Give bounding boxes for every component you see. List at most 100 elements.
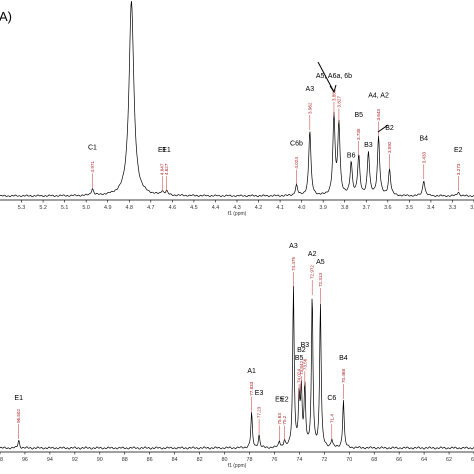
peak-assignment-label: E1	[162, 147, 171, 154]
panel-label-a: A)	[0, 9, 12, 24]
chemical-shift-label: 3.850	[331, 89, 336, 101]
x-tick-label: 92	[72, 457, 78, 463]
x-tick-label: 86	[147, 457, 153, 463]
chemical-shift-label: 4.024	[294, 157, 299, 169]
chemical-shift-label: 77.23	[257, 406, 262, 418]
chemical-shift-label: 3.433	[421, 151, 426, 163]
peak-assignment-label: B2	[385, 125, 394, 132]
x-tick-label: 5.3	[18, 205, 26, 211]
chemical-shift-label: 3.273	[456, 163, 461, 175]
x-tick-label: 4.9	[104, 205, 112, 211]
chemical-shift-label: 3.592	[387, 141, 392, 153]
assignment-arrow-head	[329, 84, 337, 94]
x-tick-label: 5.2	[39, 205, 47, 211]
x-tick-label: 4.0	[298, 205, 306, 211]
chemical-shift-label: 73.842	[299, 361, 304, 375]
x-tick-label: 66	[396, 457, 402, 463]
peak-assignment-label: B4	[420, 135, 429, 142]
x-tick-label: 74	[296, 457, 302, 463]
chemical-shift-label: 73.56	[302, 358, 307, 370]
x-tick-label: 4.2	[255, 205, 263, 211]
x-tick-label: 3.8	[341, 205, 349, 211]
x-tick-label: 4.3	[233, 205, 241, 211]
x-tick-label: 5.0	[82, 205, 90, 211]
peak-assignment-label: A3	[306, 86, 315, 93]
x-tick-label: 3.6	[384, 205, 392, 211]
x-tick-label: 76	[271, 457, 277, 463]
peak-assignment-label: E2	[454, 147, 463, 154]
x-tick-label: 4.5	[190, 205, 198, 211]
chemical-shift-label: 77.833	[249, 381, 254, 395]
peak-assignment-label: A4, A2	[368, 93, 389, 100]
spectrum-trace	[0, 285, 474, 450]
chemical-shift-label: 75.63	[277, 413, 282, 425]
peak-assignment-label: A5, A6a, 6b	[316, 73, 352, 80]
peak-assignment-label: E1	[158, 147, 167, 154]
x-tick-label: 72	[321, 457, 327, 463]
peak-assignment-label: A5	[316, 259, 325, 266]
x-tick-label: 3.9	[319, 205, 327, 211]
x-tick-label: 3.7	[363, 205, 371, 211]
chemical-shift-label: 4.971	[90, 161, 95, 173]
x-tick-label: 78	[246, 457, 252, 463]
x-tick-label: 3.3	[449, 205, 457, 211]
peak-assignment-label: E5	[275, 397, 284, 404]
x-tick-label: 4.6	[169, 205, 177, 211]
peak-assignment-label: B5	[295, 355, 304, 362]
x-tick-label: 68	[371, 457, 377, 463]
chemical-shift-label: 74.024	[297, 369, 302, 383]
chemical-shift-label: 3.962	[307, 102, 312, 114]
chemical-shift-label: 3.643	[376, 109, 381, 121]
x-tick-label: 4.8	[126, 205, 134, 211]
proton-spectrum-panel: 5.3 5.2 5.1 5.0 4.9 4.8 4.7 4.6 4.5 4.4 4.3 4.2 4.1 4…	[0, 1, 474, 217]
x-tick-label: 4.1	[276, 205, 284, 211]
peak-assignment-label: B3	[364, 142, 373, 149]
chemical-shift-label: 71.4	[329, 414, 334, 423]
peak-assignment-label: C1	[88, 145, 97, 152]
chemical-shift-label: 72.972	[310, 265, 315, 279]
x-tick-label: 90	[97, 457, 103, 463]
peak-assignment-label: B3	[301, 342, 310, 349]
x-tick-label: 3.2	[470, 205, 474, 211]
peak-assignment-label: E1	[14, 395, 23, 402]
x-axis-title: f1 (ppm)	[228, 211, 247, 217]
chemical-shift-label: 96.502	[16, 409, 21, 423]
x-tick-label: 82	[197, 457, 203, 463]
chemical-shift-label: 3.827	[336, 96, 341, 108]
x-tick-label: 5.1	[61, 205, 69, 211]
peak-assignment-label: C6b	[290, 141, 303, 148]
chemical-shift-label: 75.2	[282, 415, 287, 424]
peak-assignment-label: A3	[289, 243, 298, 250]
chemical-shift-label: 4.647	[160, 163, 165, 175]
peak-assignment-label: A1	[247, 368, 256, 375]
peak-assignment-label: B2	[297, 347, 306, 354]
x-tick-label: 70	[346, 457, 352, 463]
assignment-arrow	[317, 61, 335, 93]
x-tick-label: 98	[0, 457, 3, 463]
spectrum-trace	[0, 1, 474, 198]
chemical-shift-label: 74.475	[291, 257, 296, 271]
chemical-shift-label: 70.468	[341, 369, 346, 383]
x-tick-label: 3.4	[427, 205, 435, 211]
x-tick-label: 62	[446, 457, 452, 463]
x-tick-label: 60	[471, 457, 474, 463]
assignment-arrow	[377, 124, 389, 133]
peak-assignment-label: A2	[308, 251, 317, 258]
peak-assignment-label: B4	[339, 355, 348, 362]
chemical-shift-label: 4.627	[164, 163, 169, 175]
chemical-shift-label: 72.313	[318, 273, 323, 287]
x-tick-label: 4.4	[212, 205, 220, 211]
carbon-spectrum-panel: 98 96 94 92 90 88 86 84 82 80 78 76 74 72 70 68 66 64 62 60…	[0, 243, 474, 469]
x-axis-title: f1 (ppm)	[228, 463, 247, 469]
x-tick-label: 84	[172, 457, 178, 463]
x-tick-label: 96	[22, 457, 28, 463]
x-tick-label: 94	[47, 457, 53, 463]
x-tick-label: 88	[122, 457, 128, 463]
peak-assignment-label: E2	[280, 397, 289, 404]
peak-assignment-label: E3	[255, 390, 264, 397]
x-tick-label: 4.7	[147, 205, 155, 211]
peak-assignment-label: C6	[327, 395, 336, 402]
x-tick-label: 3.5	[406, 205, 414, 211]
x-tick-label: 64	[421, 457, 427, 463]
